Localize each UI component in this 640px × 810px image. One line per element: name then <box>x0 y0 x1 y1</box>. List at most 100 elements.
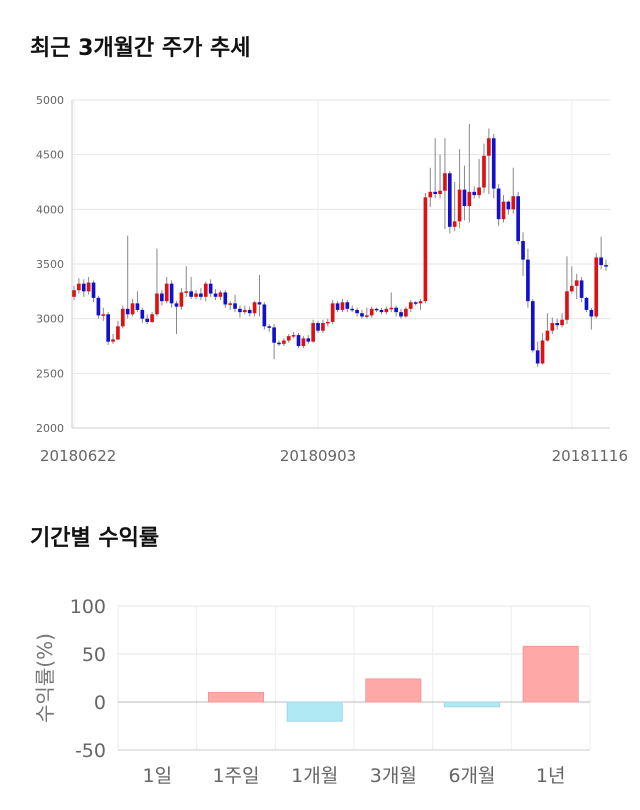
candle <box>155 248 159 317</box>
candle <box>247 306 252 317</box>
candle-body <box>404 308 408 317</box>
candle <box>447 171 452 234</box>
candle-body <box>511 196 516 210</box>
candle-body <box>272 327 276 343</box>
candle-body <box>550 323 555 331</box>
return-bar <box>522 645 579 703</box>
candle <box>242 305 247 315</box>
candle-body <box>135 303 140 310</box>
candle <box>257 274 262 317</box>
candle-body <box>487 138 491 156</box>
candle <box>599 236 603 270</box>
candle-body <box>555 323 560 326</box>
candle <box>160 290 164 306</box>
candle-body <box>428 191 433 198</box>
candle <box>228 301 233 310</box>
candle-body <box>252 302 257 314</box>
candle-body <box>433 191 438 195</box>
y-axis-label: 수익률(%) <box>33 633 57 723</box>
x-tick-label: 6개월 <box>448 765 495 787</box>
candle <box>184 266 189 297</box>
candle <box>311 319 315 343</box>
candle-body <box>189 291 193 297</box>
candle <box>491 133 496 199</box>
candle <box>418 298 423 310</box>
candle <box>360 309 364 319</box>
return-bar <box>207 691 265 703</box>
candle <box>496 184 501 226</box>
candle-body <box>233 303 237 309</box>
candle-body <box>579 280 584 298</box>
candle-body <box>96 297 101 316</box>
candle-body <box>491 138 496 189</box>
candle <box>335 301 340 313</box>
candle-body <box>316 323 320 331</box>
candle-body <box>140 309 145 319</box>
candle-body <box>379 309 384 313</box>
candle <box>277 340 281 346</box>
candle-body <box>565 291 569 320</box>
candle <box>452 182 457 232</box>
candle-body <box>238 308 242 313</box>
candle <box>511 167 516 214</box>
x-tick-label: 20181116 <box>552 447 628 465</box>
candle-body <box>282 340 286 344</box>
candle-body <box>355 309 359 314</box>
candle-body <box>81 283 86 292</box>
candle-body <box>423 197 428 302</box>
candle-body <box>438 190 442 195</box>
candle-body <box>452 221 457 227</box>
candle <box>462 165 467 221</box>
candle-body <box>482 155 486 188</box>
y-tick-label: 3000 <box>36 313 64 326</box>
candle-body <box>120 308 125 327</box>
candle-body <box>174 303 179 307</box>
candle <box>394 305 398 317</box>
return-bar <box>365 678 422 703</box>
candle <box>506 200 511 215</box>
candle-body <box>194 293 198 297</box>
candle-body <box>472 191 477 196</box>
candle <box>365 307 369 319</box>
candle-body <box>599 257 603 266</box>
candle-body <box>218 292 223 297</box>
candle <box>106 312 110 345</box>
price-trend-title: 최근 3개월간 주가 추세 <box>30 36 251 61</box>
candle <box>555 318 560 330</box>
candle-body <box>111 339 115 342</box>
candle-body <box>467 191 472 207</box>
candle <box>584 296 589 313</box>
y-tick-label: 4000 <box>36 203 64 216</box>
candle <box>535 341 540 367</box>
candle-body <box>516 196 520 242</box>
candle-body <box>384 308 389 313</box>
candle <box>443 138 447 230</box>
candle <box>404 306 408 318</box>
candle <box>189 277 193 299</box>
x-tick-label: 1년 <box>536 765 566 787</box>
candle <box>140 307 145 324</box>
candle-body <box>535 350 540 364</box>
x-tick-label: 1일 <box>143 765 173 787</box>
candle <box>291 331 296 339</box>
candle <box>477 159 481 199</box>
candle <box>574 273 579 299</box>
candle-body <box>325 321 330 324</box>
candle <box>399 308 403 319</box>
candle <box>369 306 374 318</box>
candle-body <box>521 241 525 260</box>
candle-body <box>389 307 394 310</box>
candle <box>213 289 218 301</box>
candle <box>174 301 179 334</box>
candle <box>81 279 86 297</box>
candle <box>550 317 555 334</box>
candle <box>267 324 272 332</box>
candle <box>316 320 320 333</box>
candle <box>594 253 599 319</box>
candle-body <box>213 293 218 297</box>
candle <box>164 277 169 304</box>
candle <box>374 307 379 313</box>
y-tick-label: 5000 <box>36 94 64 107</box>
candle-body <box>262 304 267 327</box>
candle-body <box>291 335 296 337</box>
